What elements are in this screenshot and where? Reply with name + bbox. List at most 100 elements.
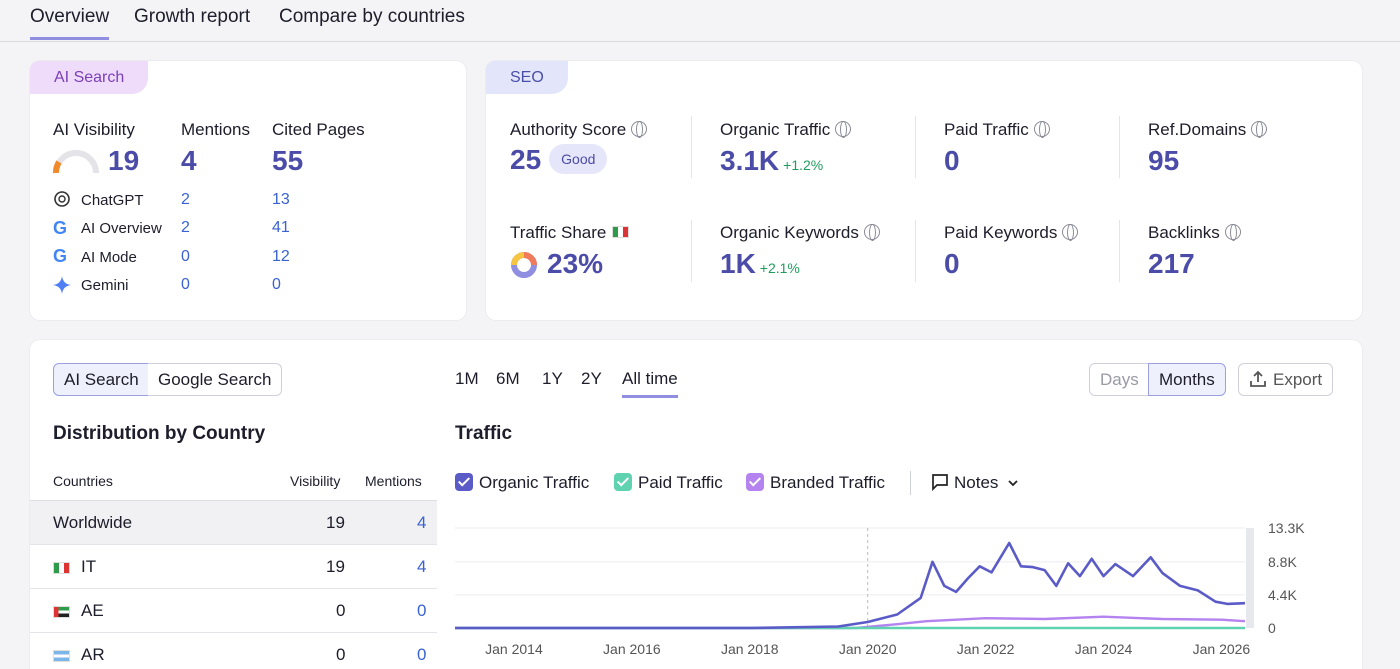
divider xyxy=(1119,220,1120,282)
backlinks-value[interactable]: 217 xyxy=(1148,248,1195,279)
paid-traffic-label: Paid Traffic xyxy=(944,120,1050,140)
granularity-days[interactable]: Days xyxy=(1089,363,1150,396)
legend-organic-traffic[interactable]: Organic Traffic xyxy=(455,473,589,493)
legend-paid-traffic[interactable]: Paid Traffic xyxy=(614,473,723,493)
source-mentions-ai-overview[interactable]: 2 xyxy=(181,219,190,236)
table-row[interactable]: AR 0 0 xyxy=(30,632,437,669)
traffic-chart: 0 4.4K 8.8K 13.3K Jan 2014 Jan 2016 Jan 2018 Ja… xyxy=(455,520,1305,657)
x-tick-label: Jan 2026 xyxy=(1193,641,1251,657)
ai-visibility-label: AI Visibility xyxy=(53,120,135,139)
organic-keywords-value[interactable]: 1K +2.1% xyxy=(720,248,800,279)
period-1m[interactable]: 1M xyxy=(455,369,479,388)
tab-overview[interactable]: Overview xyxy=(30,4,110,40)
source-name-ai-mode: AI Mode xyxy=(81,249,137,266)
traffic-share-value: 23% xyxy=(547,248,604,279)
chevron-down-icon xyxy=(1008,480,1018,487)
x-tick-label: Jan 2018 xyxy=(721,641,779,657)
period-1y[interactable]: 1Y xyxy=(542,369,563,388)
it-flag-icon xyxy=(53,562,70,574)
organic-keywords-label: Organic Keywords xyxy=(720,223,880,243)
country-mentions[interactable]: 0 xyxy=(417,601,427,620)
x-tick-label: Jan 2020 xyxy=(839,641,897,657)
country-name: Worldwide xyxy=(53,513,133,532)
country-mentions[interactable]: 4 xyxy=(417,513,427,532)
country-mentions[interactable]: 0 xyxy=(417,645,427,664)
checkbox-checked-icon[interactable] xyxy=(455,473,473,491)
toggle-google-search[interactable]: Google Search xyxy=(148,363,283,396)
traffic-share-donut-icon xyxy=(511,252,537,278)
ai-search-badge: AI Search xyxy=(30,61,149,94)
source-mentions-chatgpt[interactable]: 2 xyxy=(181,191,190,208)
divider xyxy=(1119,116,1120,178)
organic-traffic-value[interactable]: 3.1K +1.2% xyxy=(720,145,824,176)
authority-score-label: Authority Score xyxy=(510,120,648,140)
paid-traffic-value[interactable]: 0 xyxy=(944,145,960,176)
y-tick-label: 4.4K xyxy=(1268,587,1297,603)
globe-icon xyxy=(1251,121,1268,138)
organic-traffic-delta: +1.2% xyxy=(783,157,824,173)
col-mentions: Mentions xyxy=(365,473,422,489)
country-name: IT xyxy=(81,557,97,576)
country-visibility: 19 xyxy=(326,513,345,532)
traffic-title: Traffic xyxy=(455,423,513,444)
mentions-value: 4 xyxy=(181,145,197,176)
cited-pages-label: Cited Pages xyxy=(272,120,365,139)
source-cited-ai-overview[interactable]: 41 xyxy=(272,219,290,236)
source-mentions-gemini[interactable]: 0 xyxy=(181,276,190,293)
paid-keywords-value[interactable]: 0 xyxy=(944,248,960,279)
it-flag-icon xyxy=(612,226,630,238)
upload-icon xyxy=(1250,370,1266,387)
ar-flag-icon xyxy=(53,650,70,662)
country-visibility: 19 xyxy=(326,557,345,576)
globe-icon xyxy=(863,224,880,241)
granularity-months[interactable]: Months xyxy=(1148,363,1226,396)
x-tick-label: Jan 2014 xyxy=(485,641,543,657)
source-cited-chatgpt[interactable]: 13 xyxy=(272,191,290,208)
legend-divider xyxy=(910,471,911,495)
notes-dropdown[interactable]: Notes xyxy=(931,473,1019,493)
checkbox-checked-icon[interactable] xyxy=(614,473,632,491)
mentions-label: Mentions xyxy=(181,120,250,139)
checkbox-checked-icon[interactable] xyxy=(746,473,764,491)
authority-good-badge: Good xyxy=(549,144,608,174)
y-tick-label: 0 xyxy=(1268,620,1276,636)
backlinks-label: Backlinks xyxy=(1148,223,1241,243)
source-mentions-ai-mode[interactable]: 0 xyxy=(181,248,190,265)
x-tick-label: Jan 2024 xyxy=(1075,641,1133,657)
period-2y[interactable]: 2Y xyxy=(581,369,602,388)
period-all-time[interactable]: All time xyxy=(622,369,678,398)
country-visibility: 0 xyxy=(336,601,346,620)
seo-card: SEO Authority Score 25 Good Organic Traff… xyxy=(486,61,1362,320)
ref-domains-label: Ref.Domains xyxy=(1148,120,1268,140)
source-name-gemini: Gemini xyxy=(81,277,129,294)
legend-branded-traffic[interactable]: Branded Traffic xyxy=(746,473,885,493)
toggle-ai-search[interactable]: AI Search xyxy=(53,363,150,396)
tab-growth-report[interactable]: Growth report xyxy=(134,6,251,27)
traffic-share-label: Traffic Share xyxy=(510,223,630,243)
series-branded-traffic-line xyxy=(455,615,1246,630)
table-row[interactable]: Worldwide 19 4 xyxy=(30,500,437,544)
divider xyxy=(691,220,692,282)
table-row[interactable]: IT 19 4 xyxy=(30,544,437,588)
divider xyxy=(915,220,916,282)
period-6m[interactable]: 6M xyxy=(496,369,520,388)
table-row[interactable]: AE 0 0 xyxy=(30,588,437,632)
ref-domains-value[interactable]: 95 xyxy=(1148,145,1180,176)
paid-keywords-label: Paid Keywords xyxy=(944,223,1079,243)
tab-compare-by-countries[interactable]: Compare by countries xyxy=(279,6,465,27)
globe-icon xyxy=(1062,224,1079,241)
comment-icon xyxy=(932,474,948,492)
divider xyxy=(691,116,692,178)
visibility-gauge-icon xyxy=(53,150,99,174)
x-tick-label: Jan 2016 xyxy=(603,641,661,657)
export-button[interactable]: Export xyxy=(1238,363,1334,396)
country-name: AR xyxy=(81,645,105,664)
ae-flag-icon xyxy=(53,606,70,618)
distribution-title: Distribution by Country xyxy=(53,423,266,444)
cited-pages-value: 55 xyxy=(272,145,304,176)
source-cited-gemini[interactable]: 0 xyxy=(272,276,281,293)
globe-icon xyxy=(631,121,648,138)
country-mentions[interactable]: 4 xyxy=(417,557,427,576)
source-cited-ai-mode[interactable]: 12 xyxy=(272,248,290,265)
source-name-ai-overview: AI Overview xyxy=(81,220,162,237)
